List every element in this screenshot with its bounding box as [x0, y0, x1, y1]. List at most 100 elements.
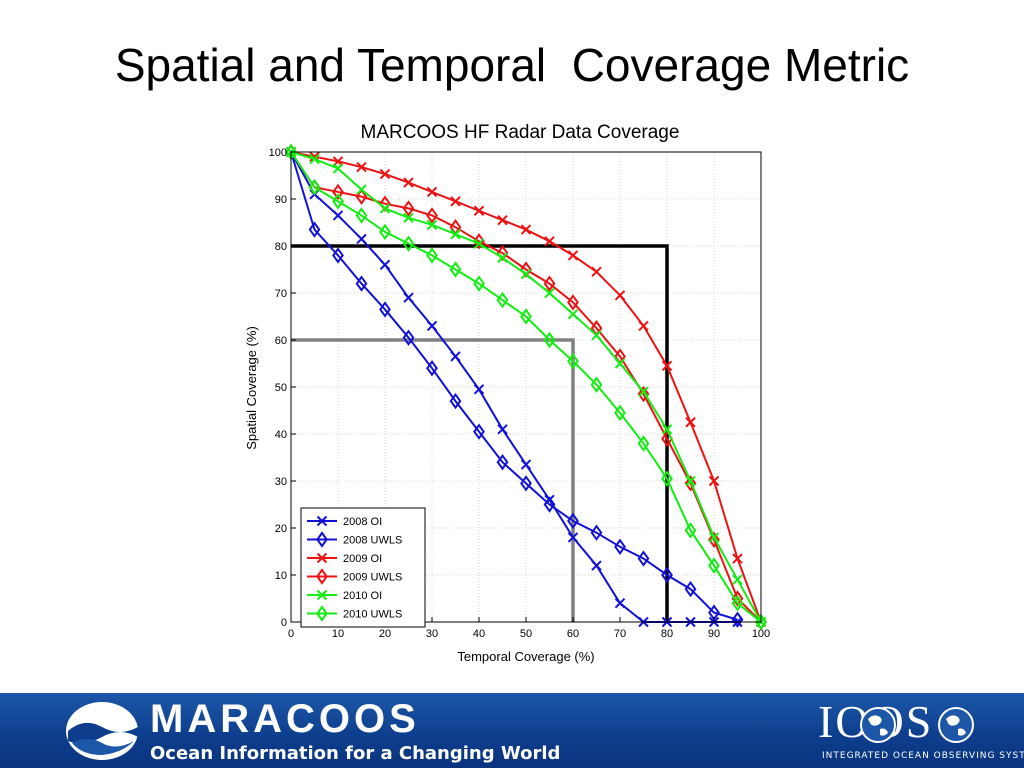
data-point	[379, 195, 391, 212]
chart-background	[130, 110, 895, 680]
legend-entry: 2009 OI	[343, 553, 382, 565]
data-point	[497, 214, 508, 226]
data-point	[379, 223, 391, 241]
data-point	[520, 475, 532, 492]
data-point	[379, 203, 391, 214]
chart-title: MARCOOS HF Radar Data Coverage	[361, 122, 680, 143]
ioos-logo: IOOS INTEGRATED OCEAN OBSERVING SYSTEM	[818, 695, 1024, 767]
x-tick-label: 10	[332, 628, 344, 640]
data-point	[332, 163, 344, 174]
data-point	[473, 205, 485, 216]
data-point	[590, 524, 603, 541]
data-point	[614, 597, 626, 609]
data-point	[403, 292, 414, 303]
data-point	[496, 453, 509, 471]
x-tick-label: 80	[661, 628, 673, 640]
data-point	[520, 261, 532, 278]
data-point	[731, 611, 744, 628]
series-layer	[285, 143, 767, 631]
data-point	[614, 404, 626, 422]
x-tick-label: 70	[614, 628, 626, 640]
legend-swatch-marker	[316, 589, 328, 601]
y-tick-label: 10	[275, 570, 287, 582]
y-tick-label: 0	[281, 617, 287, 629]
x-tick-label: 60	[567, 628, 579, 640]
data-point	[661, 360, 673, 372]
legend-entry: 2009 UWLS	[343, 572, 402, 584]
data-point	[590, 376, 603, 393]
data-point	[614, 538, 626, 556]
legend-swatch-marker	[316, 568, 328, 585]
data-point	[426, 186, 438, 198]
data-point	[567, 294, 579, 311]
data-point	[614, 358, 626, 369]
y-tick-label: 60	[275, 335, 287, 347]
data-point	[379, 301, 391, 318]
x-tick-label: 30	[426, 628, 438, 640]
data-point	[637, 550, 650, 567]
data-point	[332, 183, 344, 201]
data-point	[591, 330, 602, 341]
data-point	[356, 184, 367, 195]
data-point	[638, 320, 649, 332]
data-point	[355, 188, 368, 205]
data-point	[332, 193, 344, 210]
legend-swatch-marker	[316, 515, 328, 527]
globe-icon	[938, 707, 974, 743]
data-point	[450, 229, 461, 240]
legend-swatch-marker	[316, 552, 328, 564]
data-point	[450, 196, 461, 207]
data-point	[708, 531, 720, 548]
data-point	[379, 168, 391, 180]
data-point	[638, 386, 649, 397]
data-point	[520, 268, 532, 280]
data-point	[637, 385, 650, 403]
y-tick-label: 90	[275, 194, 287, 206]
data-point	[426, 219, 438, 231]
data-point	[426, 247, 438, 264]
data-point	[426, 320, 438, 332]
data-point	[426, 207, 438, 224]
data-point	[355, 275, 368, 292]
data-point	[355, 207, 368, 224]
data-point	[732, 553, 743, 564]
data-point	[496, 244, 509, 262]
slide-title: Spatial and Temporal Coverage Metric	[114, 39, 910, 91]
y-tick-label: 70	[275, 288, 287, 300]
data-point	[544, 287, 555, 299]
y-tick-label: 40	[275, 429, 287, 441]
data-point	[379, 259, 391, 271]
data-point	[496, 291, 509, 309]
data-point	[332, 247, 344, 264]
data-point	[308, 221, 321, 238]
legend-swatch-marker	[316, 531, 328, 548]
x-tick-label: 50	[520, 628, 532, 640]
legend-entry: 2010 UWLS	[343, 609, 402, 621]
data-point	[684, 580, 697, 598]
data-point	[473, 384, 485, 395]
legend-entry: 2008 OI	[343, 516, 382, 528]
data-point	[661, 566, 673, 584]
tick-layer: 0 10 20 30 40 50 60 70 80 90 100 0 10 20 30 40 50 60 70 80 9…	[269, 147, 771, 640]
data-point	[591, 560, 602, 571]
data-point	[497, 252, 508, 263]
data-point	[708, 532, 720, 543]
data-point	[473, 423, 485, 440]
legend-swatch-marker	[316, 605, 328, 622]
data-point	[473, 238, 485, 249]
data-point	[403, 177, 414, 188]
data-point	[402, 235, 415, 252]
data-point	[543, 496, 556, 513]
y-tick-label: 50	[275, 382, 287, 394]
data-point	[402, 329, 415, 346]
data-point	[543, 331, 556, 349]
data-point	[309, 153, 320, 165]
coverage-chart: MARCOOS HF Radar Data Coverage 0 10 20 30 40…	[130, 110, 895, 680]
y-tick-label: 80	[275, 241, 287, 253]
data-point	[497, 424, 508, 435]
legend-entry: 2010 OI	[343, 590, 382, 602]
x-tick-label: 0	[288, 628, 294, 640]
legend-entry: 2008 UWLS	[343, 535, 402, 547]
y-tick-label: 30	[275, 476, 287, 488]
data-point	[637, 435, 650, 452]
